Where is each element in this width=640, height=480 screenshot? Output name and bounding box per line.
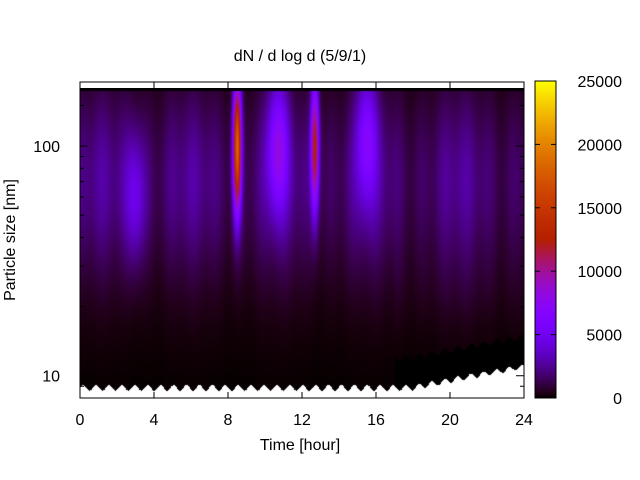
colorbar-frame [534, 80, 557, 399]
x-tick-label: 12 [293, 412, 311, 429]
x-tick-label: 20 [441, 412, 459, 429]
y-axis-label: Particle size [nm] [2, 179, 19, 301]
heatmap-image [80, 88, 524, 394]
colorbar-tick-label: 10000 [578, 264, 623, 281]
x-axis-label: Time [hour] [260, 437, 340, 454]
colorbar-tick-label: 15000 [578, 201, 623, 218]
x-tick-label: 4 [150, 412, 159, 429]
heatmap-plot-area [79, 81, 525, 399]
chart-title: dN / d log d (5/9/1) [234, 48, 367, 65]
colorbar: 0 5000 10000 15000 20000 25000 [534, 74, 622, 408]
x-tick-label: 24 [515, 412, 533, 429]
x-tick-label: 8 [224, 412, 233, 429]
colorbar-gradient [535, 81, 556, 398]
colorbar-tick-label: 5000 [586, 328, 622, 345]
y-tick-label: 10 [42, 369, 60, 386]
colorbar-tick-label: 0 [613, 391, 622, 408]
y-axis-ticks: 10 100 [33, 105, 524, 399]
x-tick-label: 16 [367, 412, 385, 429]
colorbar-tick-label: 25000 [578, 74, 623, 91]
colorbar-tick-label: 20000 [578, 137, 623, 154]
x-axis-ticks: 0 4 8 12 16 20 24 [76, 82, 533, 429]
colorbar-ticks: 0 5000 10000 15000 20000 25000 [535, 74, 622, 408]
y-tick-label: 100 [33, 139, 60, 156]
x-tick-label: 0 [76, 412, 85, 429]
